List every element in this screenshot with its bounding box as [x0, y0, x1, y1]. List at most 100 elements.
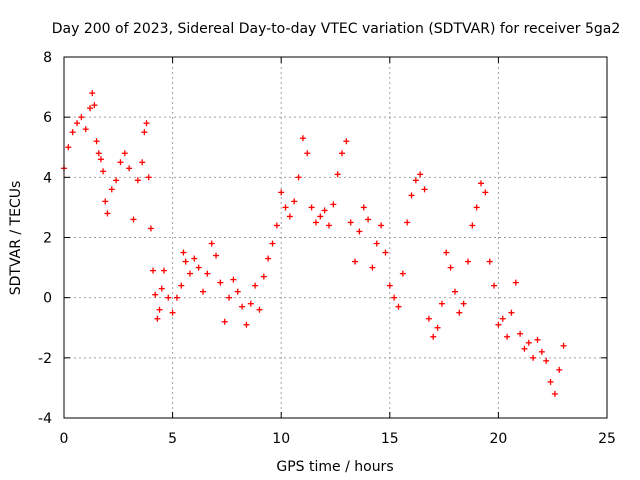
- data-point: [360, 204, 367, 211]
- data-point: [482, 189, 489, 196]
- data-point: [97, 156, 104, 163]
- data-point: [491, 282, 498, 289]
- data-point: [154, 315, 161, 322]
- data-point: [102, 198, 109, 205]
- data-point: [74, 120, 81, 127]
- data-point: [169, 309, 176, 316]
- data-point: [180, 249, 187, 256]
- data-point: [186, 270, 193, 277]
- data-point: [430, 333, 437, 340]
- data-point: [141, 129, 148, 136]
- x-tick-label: 15: [381, 431, 399, 447]
- data-point: [160, 267, 167, 274]
- data-point: [339, 150, 346, 157]
- data-point: [208, 240, 215, 247]
- data-point: [404, 219, 411, 226]
- data-point: [495, 321, 502, 328]
- data-point: [425, 315, 432, 322]
- data-point: [117, 159, 124, 166]
- data-point: [464, 258, 471, 265]
- data-point: [547, 378, 554, 385]
- data-point: [304, 150, 311, 157]
- data-point: [312, 219, 319, 226]
- x-axis-label: GPS time / hours: [276, 459, 393, 475]
- data-point: [269, 240, 276, 247]
- data-point: [234, 288, 241, 295]
- data-point: [508, 309, 515, 316]
- data-point: [121, 150, 128, 157]
- chart-title: Day 200 of 2023, Sidereal Day-to-day VTE…: [52, 21, 621, 37]
- data-point: [386, 282, 393, 289]
- data-point: [239, 303, 246, 310]
- data-point: [517, 330, 524, 337]
- data-point: [473, 204, 480, 211]
- data-point: [256, 306, 263, 313]
- data-point: [178, 282, 185, 289]
- y-tick-label: 6: [43, 110, 52, 126]
- plot-area: [61, 90, 567, 397]
- data-point: [512, 279, 519, 286]
- data-point: [100, 168, 107, 175]
- data-point: [195, 264, 202, 271]
- data-point: [486, 258, 493, 265]
- y-tick-label: 2: [43, 231, 52, 247]
- data-point: [152, 291, 159, 298]
- data-point: [156, 306, 163, 313]
- data-point: [104, 210, 111, 217]
- data-point: [204, 270, 211, 277]
- data-point: [93, 138, 100, 145]
- data-point: [295, 174, 302, 181]
- axis-ticks: [63, 56, 608, 419]
- data-point: [556, 366, 563, 373]
- y-tick-label: 8: [43, 50, 52, 66]
- data-point: [378, 222, 385, 229]
- x-tick-label: 25: [598, 431, 616, 447]
- data-point: [391, 294, 398, 301]
- x-tick-label: 5: [168, 431, 177, 447]
- data-point: [126, 165, 133, 172]
- data-point: [412, 177, 419, 184]
- data-point: [165, 294, 172, 301]
- data-point: [521, 345, 528, 352]
- data-point: [352, 258, 359, 265]
- data-point: [158, 285, 165, 292]
- data-point: [82, 126, 89, 133]
- data-point: [91, 102, 98, 109]
- data-point: [286, 213, 293, 220]
- data-point: [145, 174, 152, 181]
- data-point: [252, 282, 259, 289]
- data-point: [543, 357, 550, 364]
- data-point: [347, 219, 354, 226]
- data-point: [417, 171, 424, 178]
- data-point: [421, 186, 428, 193]
- data-point: [182, 258, 189, 265]
- data-point: [87, 105, 94, 112]
- data-point: [321, 207, 328, 214]
- data-point: [243, 321, 250, 328]
- data-point: [399, 270, 406, 277]
- data-point: [373, 240, 380, 247]
- data-point: [113, 177, 120, 184]
- data-point: [478, 180, 485, 187]
- data-point: [265, 255, 272, 262]
- data-point: [308, 204, 315, 211]
- x-tick-label: 0: [60, 431, 69, 447]
- data-point: [191, 255, 198, 262]
- y-tick-label: -4: [38, 411, 52, 427]
- y-tick-label: -2: [38, 351, 52, 367]
- grid: [64, 57, 607, 418]
- data-point: [217, 279, 224, 286]
- data-point: [560, 342, 567, 349]
- data-point: [260, 273, 267, 280]
- data-point: [150, 267, 157, 274]
- data-point: [330, 201, 337, 208]
- data-point: [65, 144, 72, 151]
- data-point: [273, 222, 280, 229]
- data-point: [213, 252, 220, 259]
- x-tick-label: 10: [272, 431, 290, 447]
- data-point: [365, 216, 372, 223]
- data-point: [551, 390, 558, 397]
- data-point: [317, 213, 324, 220]
- y-tick-label: 0: [43, 291, 52, 307]
